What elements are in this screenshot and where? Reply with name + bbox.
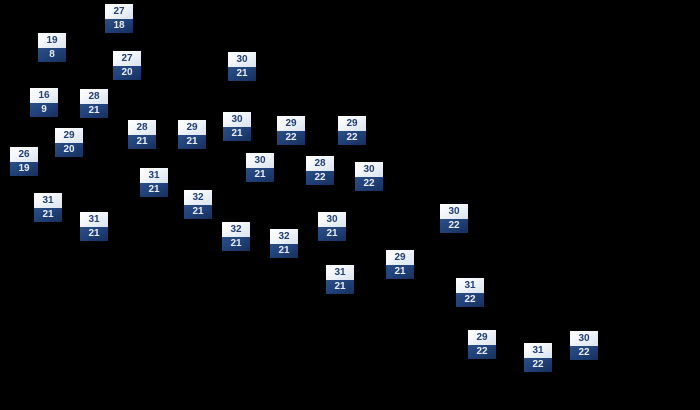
map-marker[interactable]: 29 22 [468,330,496,359]
marker-bottom-value: 9 [30,103,58,117]
map-marker[interactable]: 29 21 [178,120,206,149]
map-marker[interactable]: 31 21 [326,265,354,294]
marker-bottom-value: 21 [270,244,298,258]
marker-top-value: 31 [140,168,168,183]
map-marker[interactable]: 29 22 [277,116,305,145]
map-marker[interactable]: 30 21 [318,212,346,241]
marker-bottom-value: 21 [326,280,354,294]
map-marker[interactable]: 31 21 [80,212,108,241]
marker-bottom-value: 21 [223,127,251,141]
marker-bottom-value: 21 [184,205,212,219]
marker-top-value: 31 [326,265,354,280]
marker-top-value: 30 [223,112,251,127]
marker-bottom-value: 22 [468,345,496,359]
marker-bottom-value: 22 [440,219,468,233]
map-marker[interactable]: 28 22 [306,156,334,185]
marker-top-value: 27 [105,4,133,19]
map-marker[interactable]: 32 21 [270,229,298,258]
marker-bottom-value: 21 [318,227,346,241]
map-marker[interactable]: 31 22 [456,278,484,307]
marker-top-value: 29 [178,120,206,135]
marker-bottom-value: 22 [306,171,334,185]
marker-top-value: 31 [80,212,108,227]
marker-bottom-value: 21 [246,168,274,182]
marker-top-value: 30 [228,52,256,67]
marker-top-value: 30 [355,162,383,177]
marker-top-value: 30 [570,331,598,346]
map-marker[interactable]: 16 9 [30,88,58,117]
marker-bottom-value: 21 [140,183,168,197]
map-marker[interactable]: 27 18 [105,4,133,33]
map-marker[interactable]: 28 21 [80,89,108,118]
map-marker[interactable]: 31 21 [34,193,62,222]
map-marker[interactable]: 30 21 [223,112,251,141]
marker-top-value: 29 [386,250,414,265]
map-marker[interactable]: 27 20 [113,51,141,80]
marker-bottom-value: 21 [128,135,156,149]
marker-top-value: 26 [10,147,38,162]
marker-bottom-value: 22 [456,293,484,307]
map-marker[interactable]: 29 21 [386,250,414,279]
marker-top-value: 31 [34,193,62,208]
map-marker[interactable]: 30 22 [440,204,468,233]
marker-bottom-value: 18 [105,19,133,33]
marker-bottom-value: 21 [34,208,62,222]
map-marker[interactable]: 32 21 [184,190,212,219]
map-marker[interactable]: 29 20 [55,128,83,157]
map-marker[interactable]: 29 22 [338,116,366,145]
marker-top-value: 30 [440,204,468,219]
marker-bottom-value: 22 [277,131,305,145]
marker-top-value: 29 [338,116,366,131]
map-marker[interactable]: 30 22 [570,331,598,360]
map-marker[interactable]: 30 22 [355,162,383,191]
marker-top-value: 30 [246,153,274,168]
marker-top-value: 31 [524,343,552,358]
marker-bottom-value: 22 [338,131,366,145]
marker-top-value: 32 [222,222,250,237]
marker-top-value: 29 [55,128,83,143]
map-marker[interactable]: 32 21 [222,222,250,251]
map-marker[interactable]: 31 22 [524,343,552,372]
marker-top-value: 29 [468,330,496,345]
marker-top-value: 28 [306,156,334,171]
map-marker[interactable]: 28 21 [128,120,156,149]
marker-top-value: 28 [128,120,156,135]
marker-bottom-value: 22 [570,346,598,360]
marker-bottom-value: 8 [38,48,66,62]
marker-top-value: 16 [30,88,58,103]
map-marker[interactable]: 26 19 [10,147,38,176]
marker-top-value: 32 [270,229,298,244]
marker-bottom-value: 21 [386,265,414,279]
marker-top-value: 31 [456,278,484,293]
map-marker[interactable]: 30 21 [228,52,256,81]
marker-bottom-value: 22 [355,177,383,191]
marker-bottom-value: 22 [524,358,552,372]
marker-top-value: 28 [80,89,108,104]
marker-bottom-value: 21 [178,135,206,149]
marker-bottom-value: 21 [228,67,256,81]
marker-bottom-value: 21 [80,227,108,241]
marker-top-value: 32 [184,190,212,205]
marker-bottom-value: 20 [113,66,141,80]
marker-top-value: 19 [38,33,66,48]
map-marker[interactable]: 31 21 [140,168,168,197]
marker-bottom-value: 21 [222,237,250,251]
map-marker[interactable]: 19 8 [38,33,66,62]
map-marker[interactable]: 30 21 [246,153,274,182]
marker-top-value: 29 [277,116,305,131]
marker-bottom-value: 21 [80,104,108,118]
marker-top-value: 27 [113,51,141,66]
marker-bottom-value: 20 [55,143,83,157]
marker-bottom-value: 19 [10,162,38,176]
marker-top-value: 30 [318,212,346,227]
